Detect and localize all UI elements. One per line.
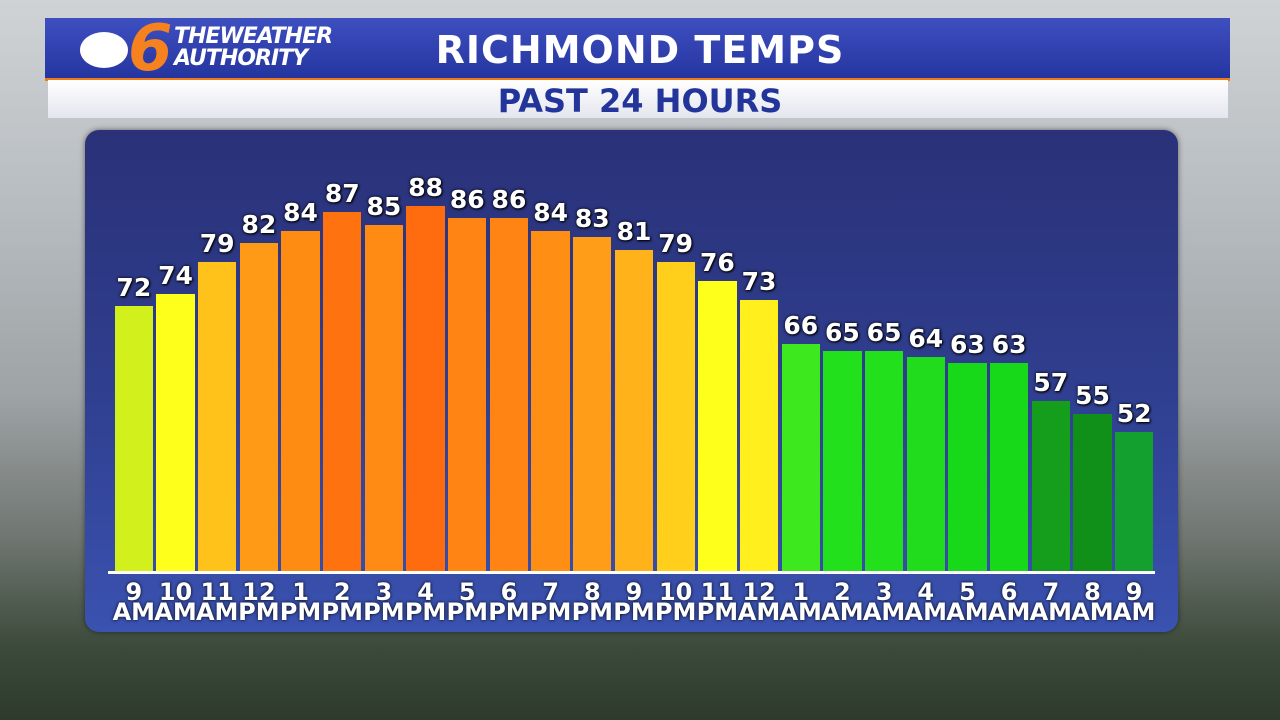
bar bbox=[364, 224, 404, 571]
value-label: 84 bbox=[283, 197, 318, 227]
value-label: 72 bbox=[116, 273, 152, 303]
x-tick-label: 6 PM bbox=[488, 578, 530, 626]
value-label: 74 bbox=[158, 260, 193, 290]
header-bar bbox=[45, 18, 1230, 81]
value-label: 65 bbox=[824, 317, 860, 347]
bar bbox=[906, 356, 945, 571]
bar bbox=[406, 205, 445, 571]
value-label: 55 bbox=[1075, 380, 1110, 410]
value-label: 83 bbox=[574, 204, 610, 234]
x-tick-label: 4 PM bbox=[404, 578, 447, 626]
x-tick-label: 3 AM bbox=[862, 578, 906, 626]
bar bbox=[531, 230, 570, 571]
bar bbox=[448, 218, 487, 571]
bar bbox=[281, 230, 320, 571]
value-label: 86 bbox=[491, 185, 527, 215]
value-label: 63 bbox=[950, 330, 985, 360]
chart-subtitle: PAST 24 HOURS bbox=[497, 82, 783, 120]
value-label: 63 bbox=[991, 330, 1027, 360]
value-label: 79 bbox=[199, 229, 235, 259]
bar bbox=[823, 350, 862, 571]
x-tick-label: 1 AM bbox=[779, 578, 822, 626]
value-label: 86 bbox=[449, 185, 485, 215]
x-tick-label: 7 PM bbox=[529, 578, 572, 626]
x-tick-label: 9 AM bbox=[112, 578, 156, 626]
bar bbox=[739, 300, 779, 571]
x-tick-label: 5 AM bbox=[946, 578, 989, 626]
x-tick-label: 4 AM bbox=[904, 578, 947, 626]
value-label: 76 bbox=[699, 248, 735, 278]
x-tick-label: 12 AM bbox=[737, 578, 781, 626]
value-label: 65 bbox=[866, 317, 902, 347]
bar bbox=[656, 262, 695, 571]
bar bbox=[948, 363, 987, 571]
x-tick-label: 1 PM bbox=[279, 578, 322, 626]
bar bbox=[864, 350, 904, 571]
x-tick-label: 5 PM bbox=[446, 578, 488, 626]
value-label: 64 bbox=[908, 323, 944, 353]
bar bbox=[323, 211, 362, 571]
x-tick-label: 10 AM bbox=[154, 578, 197, 626]
value-label: 85 bbox=[366, 191, 402, 221]
subtitle-bar bbox=[48, 80, 1228, 118]
bar bbox=[781, 344, 820, 571]
x-tick-label: 3 PM bbox=[363, 578, 405, 626]
value-label: 84 bbox=[533, 197, 569, 227]
x-tick-label: 6 AM bbox=[987, 578, 1031, 626]
brand: THEWEATHER AUTHORITY bbox=[174, 24, 333, 71]
bar bbox=[114, 306, 153, 571]
x-tick-label: 9 PM bbox=[613, 578, 655, 626]
value-label: 88 bbox=[408, 172, 443, 202]
bar bbox=[239, 243, 279, 571]
x-tick-label: 9 AM bbox=[1112, 578, 1156, 626]
bar bbox=[156, 293, 195, 571]
x-tick-label: 11 AM bbox=[195, 578, 239, 626]
baseline bbox=[108, 571, 1155, 574]
x-tick-label: 12 PM bbox=[238, 578, 280, 626]
bar bbox=[573, 237, 612, 571]
bar bbox=[198, 262, 237, 571]
value-label: 87 bbox=[324, 178, 360, 208]
x-tick-label: 7 AM bbox=[1029, 578, 1073, 626]
value-label: 73 bbox=[741, 267, 777, 297]
bar bbox=[1031, 400, 1070, 571]
x-tick-label: 2 AM bbox=[821, 578, 864, 626]
x-tick-label: 10 PM bbox=[654, 578, 697, 626]
logo-eye bbox=[80, 32, 128, 68]
bar bbox=[989, 363, 1029, 571]
x-tick-label: 2 PM bbox=[321, 578, 363, 626]
bar bbox=[698, 281, 737, 571]
bar bbox=[614, 249, 654, 571]
bar bbox=[489, 218, 529, 571]
x-tick-label: 8 AM bbox=[1071, 578, 1114, 626]
bar bbox=[1114, 432, 1154, 571]
chart-title: RICHMOND TEMPS bbox=[435, 28, 845, 72]
value-label: 57 bbox=[1033, 367, 1069, 397]
value-label: 82 bbox=[241, 210, 277, 240]
value-label: 66 bbox=[783, 311, 819, 341]
value-label: 52 bbox=[1116, 399, 1152, 429]
x-tick-label: 8 PM bbox=[571, 578, 614, 626]
x-tick-label: 11 PM bbox=[696, 578, 739, 626]
value-label: 81 bbox=[616, 216, 652, 246]
logo-number: 6 bbox=[128, 12, 173, 86]
value-label: 79 bbox=[658, 229, 694, 259]
bar bbox=[1073, 413, 1112, 571]
